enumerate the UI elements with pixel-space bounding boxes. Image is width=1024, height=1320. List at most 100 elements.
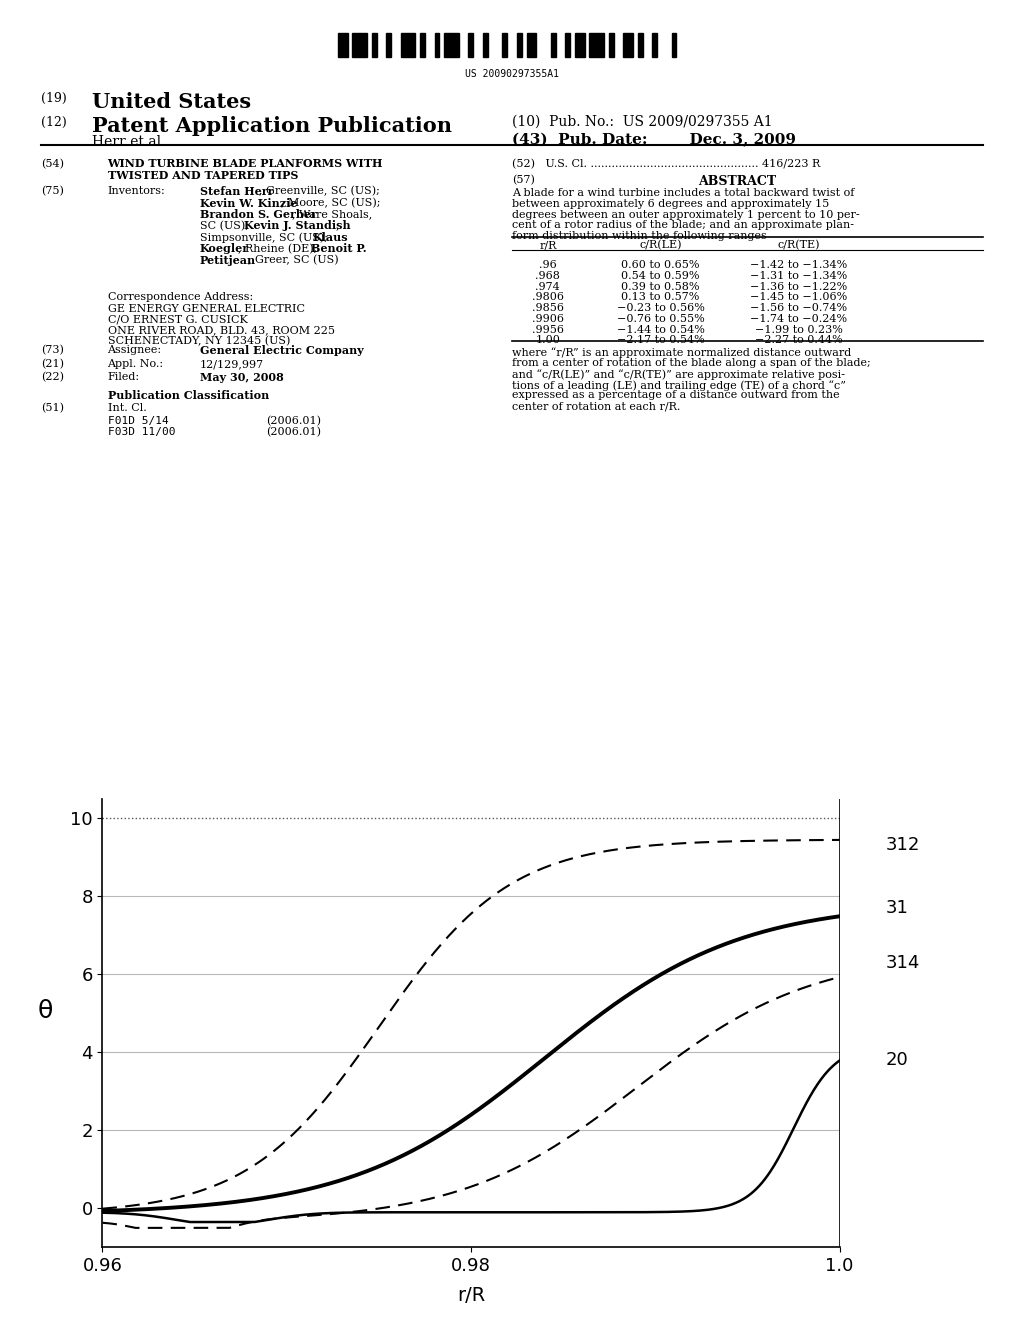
Bar (517, 33, 521, 58)
Y-axis label: θ: θ (37, 999, 53, 1023)
Text: −1.36 to −1.22%: −1.36 to −1.22% (751, 281, 847, 292)
Text: WIND TURBINE BLADE PLANFORMS WITH: WIND TURBINE BLADE PLANFORMS WITH (108, 158, 383, 169)
Text: (2006.01): (2006.01) (266, 416, 322, 426)
Text: Brandon S. Gerber: Brandon S. Gerber (200, 209, 316, 220)
Bar (434, 33, 439, 58)
Text: −2.27 to 0.44%: −2.27 to 0.44% (755, 335, 843, 346)
Text: Assignee:: Assignee: (108, 346, 162, 355)
Text: , Greenville, SC (US);: , Greenville, SC (US); (259, 186, 380, 197)
Text: TWISTED AND TAPERED TIPS: TWISTED AND TAPERED TIPS (108, 170, 298, 181)
Text: Patent Application Publication: Patent Application Publication (92, 116, 453, 136)
Text: center of rotation at each r/R.: center of rotation at each r/R. (512, 401, 680, 411)
Bar (444, 33, 459, 58)
Bar (652, 33, 657, 58)
Bar (352, 33, 367, 58)
Text: Benoit P.: Benoit P. (311, 243, 367, 255)
Text: , Ware Shoals,: , Ware Shoals, (292, 209, 372, 219)
Text: −1.45 to −1.06%: −1.45 to −1.06% (751, 293, 847, 302)
Text: General Electric Company: General Electric Company (200, 346, 364, 356)
Text: A blade for a wind turbine includes a total backward twist of: A blade for a wind turbine includes a to… (512, 189, 854, 198)
Text: , Moore, SC (US);: , Moore, SC (US); (281, 198, 380, 207)
Text: (52)   U.S. Cl. ................................................ 416/223 R: (52) U.S. Cl. ..........................… (512, 158, 820, 169)
Text: United States: United States (92, 92, 251, 112)
Text: Petitjean: Petitjean (200, 255, 256, 265)
Text: (21): (21) (41, 359, 63, 370)
Text: ,: , (336, 220, 339, 231)
Text: 12/129,997: 12/129,997 (200, 359, 264, 370)
Text: ABSTRACT: ABSTRACT (698, 174, 776, 187)
Text: Kevin J. Standish: Kevin J. Standish (244, 220, 350, 231)
Text: May 30, 2008: May 30, 2008 (200, 372, 284, 383)
Bar (483, 33, 487, 58)
Text: (73): (73) (41, 346, 63, 355)
Text: −1.44 to 0.54%: −1.44 to 0.54% (616, 325, 705, 334)
Bar (608, 33, 613, 58)
Bar (672, 33, 677, 58)
Bar (590, 33, 604, 58)
Text: (22): (22) (41, 372, 63, 383)
Text: Herr et al.: Herr et al. (92, 135, 166, 149)
Text: (12): (12) (41, 116, 67, 129)
Text: Inventors:: Inventors: (108, 186, 165, 197)
Text: r/R: r/R (540, 240, 556, 251)
Text: 314: 314 (886, 953, 921, 972)
Text: (19): (19) (41, 92, 67, 104)
Text: degrees between an outer approximately 1 percent to 10 per-: degrees between an outer approximately 1… (512, 210, 859, 219)
Text: .968: .968 (536, 271, 560, 281)
Text: SC (US);: SC (US); (200, 220, 252, 231)
Text: F01D 5/14: F01D 5/14 (108, 416, 168, 426)
Bar (503, 33, 507, 58)
Text: .9806: .9806 (531, 293, 564, 302)
Text: −1.74 to −0.24%: −1.74 to −0.24% (751, 314, 847, 323)
Text: tions of a leading (LE) and trailing edge (TE) of a chord “c”: tions of a leading (LE) and trailing edg… (512, 380, 846, 391)
Text: (2006.01): (2006.01) (266, 428, 322, 437)
Text: .9906: .9906 (531, 314, 564, 323)
Text: .96: .96 (539, 260, 557, 271)
Text: from a center of rotation of the blade along a span of the blade;: from a center of rotation of the blade a… (512, 358, 870, 368)
Text: where “r/R” is an approximate normalized distance outward: where “r/R” is an approximate normalized… (512, 347, 851, 358)
Text: form distribution within the following ranges: form distribution within the following r… (512, 231, 767, 242)
Text: −0.23 to 0.56%: −0.23 to 0.56% (616, 304, 705, 313)
Text: ONE RIVER ROAD, BLD. 43, ROOM 225: ONE RIVER ROAD, BLD. 43, ROOM 225 (108, 326, 335, 335)
Text: Filed:: Filed: (108, 372, 139, 381)
Text: SCHENECTADY, NY 12345 (US): SCHENECTADY, NY 12345 (US) (108, 337, 290, 346)
Bar (469, 33, 473, 58)
Text: and “c/R(LE)” and “c/R(TE)” are approximate relative posi-: and “c/R(LE)” and “c/R(TE)” are approxim… (512, 370, 845, 380)
Bar (420, 33, 425, 58)
Text: Simpsonville, SC (US);: Simpsonville, SC (US); (200, 232, 331, 243)
Bar (386, 33, 391, 58)
Bar (338, 33, 347, 58)
Text: −0.76 to 0.55%: −0.76 to 0.55% (616, 314, 705, 323)
Text: c/R(LE): c/R(LE) (639, 240, 682, 251)
X-axis label: r/R: r/R (457, 1286, 485, 1305)
Text: F03D 11/00: F03D 11/00 (108, 428, 175, 437)
Text: Publication Classification: Publication Classification (108, 389, 268, 401)
Bar (551, 33, 555, 58)
Text: (57): (57) (512, 174, 535, 185)
Text: GE ENERGY GENERAL ELECTRIC: GE ENERGY GENERAL ELECTRIC (108, 304, 304, 314)
Text: 1.00: 1.00 (536, 335, 560, 346)
Text: (54): (54) (41, 158, 63, 169)
Bar (526, 33, 537, 58)
Bar (574, 33, 585, 58)
Text: −1.42 to −1.34%: −1.42 to −1.34% (751, 260, 847, 271)
Text: .974: .974 (536, 281, 560, 292)
Text: Appl. No.:: Appl. No.: (108, 359, 164, 370)
Text: 0.13 to 0.57%: 0.13 to 0.57% (622, 293, 699, 302)
Text: 0.60 to 0.65%: 0.60 to 0.65% (622, 260, 699, 271)
Text: (43)  Pub. Date:        Dec. 3, 2009: (43) Pub. Date: Dec. 3, 2009 (512, 133, 796, 148)
Text: US 20090297355A1: US 20090297355A1 (465, 69, 559, 79)
Text: C/O ERNEST G. CUSICK: C/O ERNEST G. CUSICK (108, 314, 248, 325)
Text: 0.39 to 0.58%: 0.39 to 0.58% (622, 281, 699, 292)
Text: Int. Cl.: Int. Cl. (108, 403, 146, 413)
Text: Kevin W. Kinzie: Kevin W. Kinzie (200, 198, 297, 209)
Text: .9956: .9956 (531, 325, 564, 334)
Text: between approximately 6 degrees and approximately 15: between approximately 6 degrees and appr… (512, 199, 829, 209)
Text: Stefan Herr: Stefan Herr (200, 186, 273, 197)
Text: expressed as a percentage of a distance outward from the: expressed as a percentage of a distance … (512, 391, 840, 400)
Text: 20: 20 (886, 1051, 908, 1069)
Bar (400, 33, 416, 58)
Text: (10)  Pub. No.:  US 2009/0297355 A1: (10) Pub. No.: US 2009/0297355 A1 (512, 115, 773, 129)
Text: .9856: .9856 (531, 304, 564, 313)
Bar (638, 33, 642, 58)
